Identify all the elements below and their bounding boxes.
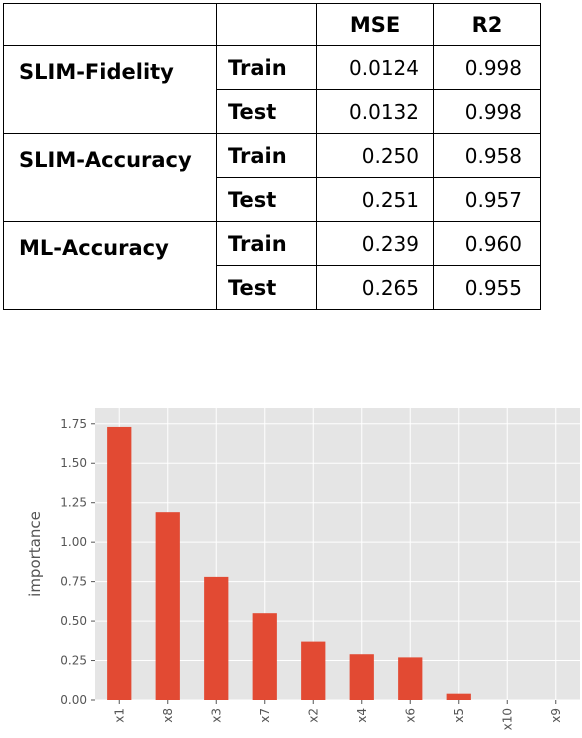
mse-cell: 0.265 xyxy=(316,265,434,310)
r2-cell: 0.958 xyxy=(433,133,541,178)
mse-cell: 0.250 xyxy=(316,133,434,178)
header-cell-model xyxy=(3,3,217,46)
y-tick-label: 0.25 xyxy=(60,654,87,668)
x-tick-label: x10 xyxy=(500,708,514,730)
split-cell: Train xyxy=(216,221,317,266)
results-table: MSE R2 SLIM-Fidelity Train 0.0124 0.998 … xyxy=(3,3,541,310)
table-row: SLIM-Accuracy Train 0.250 0.958 xyxy=(3,133,541,222)
header-cell-mse: MSE xyxy=(316,3,434,46)
r2-cell: 0.998 xyxy=(433,45,541,90)
y-axis-label: importance xyxy=(26,511,44,597)
x-tick-label: x6 xyxy=(403,708,417,723)
model-name-cell: ML-Accuracy xyxy=(3,221,217,310)
bar-x3 xyxy=(204,576,229,700)
x-tick-label: x2 xyxy=(306,708,320,723)
model-name-cell: SLIM-Accuracy xyxy=(3,133,217,222)
x-tick-label: x9 xyxy=(549,708,563,723)
y-tick-label: 1.00 xyxy=(60,535,87,549)
y-tick-label: 1.50 xyxy=(60,456,87,470)
header-cell-split xyxy=(216,3,317,46)
mse-cell: 0.0132 xyxy=(316,89,434,134)
bar-x7 xyxy=(252,613,277,700)
x-tick-label: x8 xyxy=(161,708,175,723)
mse-cell: 0.0124 xyxy=(316,45,434,90)
y-tick-label: 1.75 xyxy=(60,417,87,431)
bar-x4 xyxy=(349,654,374,700)
x-tick-label: x7 xyxy=(258,708,272,723)
bar-x5 xyxy=(446,693,471,700)
split-cell: Test xyxy=(216,89,317,134)
split-cell: Test xyxy=(216,265,317,310)
bar-x2 xyxy=(301,641,326,700)
r2-cell: 0.960 xyxy=(433,221,541,266)
split-cell: Train xyxy=(216,133,317,178)
header-cell-r2: R2 xyxy=(433,3,541,46)
mse-cell: 0.251 xyxy=(316,177,434,222)
table-row: SLIM-Fidelity Train 0.0124 0.998 xyxy=(3,45,541,134)
table-header-row: MSE R2 xyxy=(3,3,541,46)
x-tick-label: x3 xyxy=(209,708,223,723)
table-row: Test 0.265 0.955 xyxy=(4,265,541,310)
feature-importance-chart: 0.00 0.25 0.50 0.75 1.00 1.25 1.50 1.75 x1 x8 x3 x7… xyxy=(26,408,580,730)
r2-cell: 0.955 xyxy=(433,265,541,310)
x-tick-label: x4 xyxy=(355,708,369,723)
y-tick-label: 0.00 xyxy=(60,693,87,707)
y-tick-label: 1.25 xyxy=(60,496,87,510)
bar-x6 xyxy=(398,657,423,700)
split-cell: Test xyxy=(216,177,317,222)
r2-cell: 0.998 xyxy=(433,89,541,134)
y-tick-label: 0.50 xyxy=(60,614,87,628)
x-tick-label: x5 xyxy=(452,708,466,723)
bar-x8 xyxy=(155,512,180,700)
split-cell: Train xyxy=(216,45,317,90)
r2-cell: 0.957 xyxy=(433,177,541,222)
bar-x1 xyxy=(107,426,132,700)
table-row: Test 0.0132 0.998 xyxy=(4,89,541,134)
mse-cell: 0.239 xyxy=(316,221,434,266)
x-tick-label: x1 xyxy=(112,708,126,723)
model-name-cell: SLIM-Fidelity xyxy=(3,45,217,134)
y-tick-label: 0.75 xyxy=(60,575,87,589)
table-row: ML-Accuracy Train 0.239 0.960 xyxy=(3,221,541,310)
